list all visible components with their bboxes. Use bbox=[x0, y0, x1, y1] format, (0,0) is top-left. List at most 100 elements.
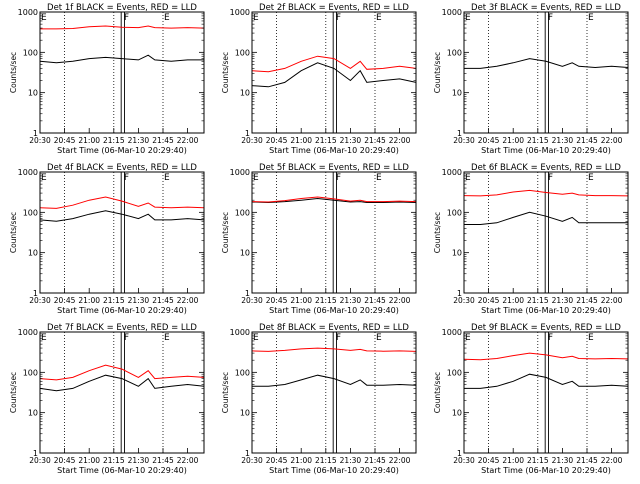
x-tick-label: 21:45 bbox=[364, 136, 386, 145]
x-tick-label: 21:30 bbox=[552, 296, 574, 305]
y-tick-label: 1 bbox=[33, 289, 38, 298]
x-tick-label: 22:00 bbox=[177, 456, 199, 465]
series-events-line bbox=[464, 373, 629, 389]
marker-label: F bbox=[548, 13, 553, 23]
panel-title: Det 5f BLACK = Events, RED = LLD bbox=[259, 163, 409, 173]
y-tick-label: 1 bbox=[245, 289, 250, 298]
panel-title: Det 2f BLACK = Events, RED = LLD bbox=[259, 3, 409, 13]
marker-label: E bbox=[253, 13, 259, 23]
y-tick-label: 1 bbox=[245, 129, 250, 138]
interval-box bbox=[120, 11, 125, 134]
x-tick-label: 20:45 bbox=[478, 296, 500, 305]
x-tick-label: 21:45 bbox=[576, 136, 598, 145]
y-axis-label: Counts/sec bbox=[9, 52, 18, 93]
plot-frame bbox=[463, 331, 629, 454]
marker-label: E bbox=[588, 13, 594, 23]
y-axis-label: Counts/sec bbox=[9, 372, 18, 413]
y-tick-label: 100 bbox=[23, 368, 38, 377]
marker-label: E bbox=[588, 333, 594, 343]
marker-label: E bbox=[465, 13, 471, 23]
marker-label: E bbox=[465, 333, 471, 343]
plot-frame bbox=[39, 331, 205, 454]
y-tick-label: 1 bbox=[33, 449, 38, 458]
series-lld-line bbox=[40, 25, 205, 30]
plot-frame bbox=[251, 171, 417, 294]
x-axis-label: Start Time (06-Mar-10 20:29:40) bbox=[269, 466, 399, 475]
x-axis-label: Start Time (06-Mar-10 20:29:40) bbox=[57, 146, 187, 155]
x-tick-label: 21:00 bbox=[290, 296, 312, 305]
x-tick-label: 21:00 bbox=[78, 296, 100, 305]
x-tick-label: 20:30 bbox=[453, 136, 475, 145]
marker-label: E bbox=[376, 13, 382, 23]
x-tick-label: 21:45 bbox=[364, 296, 386, 305]
series-lld-line bbox=[251, 55, 417, 73]
y-axis-label: Counts/sec bbox=[433, 372, 442, 413]
marker-label: E bbox=[164, 13, 170, 23]
x-tick-label: 21:30 bbox=[340, 136, 362, 145]
x-tick-label: 20:45 bbox=[54, 456, 76, 465]
marker-label: F bbox=[336, 173, 341, 183]
x-tick-label: 20:45 bbox=[266, 296, 288, 305]
x-tick-label: 20:30 bbox=[453, 456, 475, 465]
interval-box bbox=[544, 171, 549, 294]
y-tick-label: 1 bbox=[457, 289, 462, 298]
x-tick-label: 22:00 bbox=[601, 296, 623, 305]
interval-box bbox=[544, 11, 549, 134]
y-tick-label: 100 bbox=[23, 208, 38, 217]
marker-label: E bbox=[376, 333, 382, 343]
marker-label: E bbox=[465, 173, 471, 183]
x-tick-label: 21:30 bbox=[552, 456, 574, 465]
y-tick-label: 1000 bbox=[442, 328, 462, 337]
x-tick-label: 20:30 bbox=[29, 136, 51, 145]
marker-label: E bbox=[164, 173, 170, 183]
y-tick-label: 100 bbox=[447, 368, 462, 377]
series-lld-line bbox=[463, 352, 629, 361]
x-axis-label: Start Time (06-Mar-10 20:29:40) bbox=[481, 146, 611, 155]
y-tick-label: 10 bbox=[240, 89, 250, 98]
x-tick-label: 21:15 bbox=[527, 296, 549, 305]
y-tick-label: 1000 bbox=[442, 168, 462, 177]
x-tick-label: 21:00 bbox=[78, 136, 100, 145]
marker-label: F bbox=[336, 333, 341, 343]
x-tick-label: 20:30 bbox=[241, 136, 263, 145]
x-tick-label: 21:00 bbox=[502, 456, 524, 465]
series-lld-line bbox=[251, 196, 417, 203]
panel-title: Det 8f BLACK = Events, RED = LLD bbox=[259, 323, 409, 333]
marker-label: F bbox=[124, 333, 129, 343]
marker-label: E bbox=[253, 173, 259, 183]
x-tick-label: 20:45 bbox=[478, 456, 500, 465]
marker-label: E bbox=[41, 13, 47, 23]
y-tick-label: 1000 bbox=[442, 8, 462, 17]
y-tick-label: 10 bbox=[28, 409, 38, 418]
x-tick-label: 22:00 bbox=[177, 136, 199, 145]
interval-box bbox=[332, 331, 337, 454]
x-tick-label: 21:30 bbox=[128, 456, 150, 465]
series-lld-line bbox=[251, 347, 417, 352]
y-tick-label: 1 bbox=[33, 129, 38, 138]
x-tick-label: 21:30 bbox=[552, 136, 574, 145]
panel-title: Det 4f BLACK = Events, RED = LLD bbox=[47, 163, 197, 173]
plot-frame bbox=[463, 11, 629, 134]
x-tick-label: 21:30 bbox=[128, 296, 150, 305]
series-events-line bbox=[251, 62, 417, 88]
marker-label: F bbox=[124, 173, 129, 183]
x-axis-label: Start Time (06-Mar-10 20:29:40) bbox=[57, 306, 187, 315]
x-tick-label: 21:15 bbox=[315, 456, 337, 465]
marker-label: E bbox=[253, 333, 259, 343]
panel-title: Det 9f BLACK = Events, RED = LLD bbox=[471, 323, 621, 333]
y-axis-label: Counts/sec bbox=[221, 372, 230, 413]
marker-label: E bbox=[164, 333, 170, 343]
x-tick-label: 20:45 bbox=[54, 136, 76, 145]
series-events-line bbox=[464, 211, 628, 225]
x-axis-label: Start Time (06-Mar-10 20:29:40) bbox=[269, 146, 399, 155]
series-lld-line bbox=[39, 196, 205, 209]
interval-box bbox=[120, 171, 125, 294]
x-axis-label: Start Time (06-Mar-10 20:29:40) bbox=[481, 306, 611, 315]
x-tick-label: 20:30 bbox=[29, 296, 51, 305]
